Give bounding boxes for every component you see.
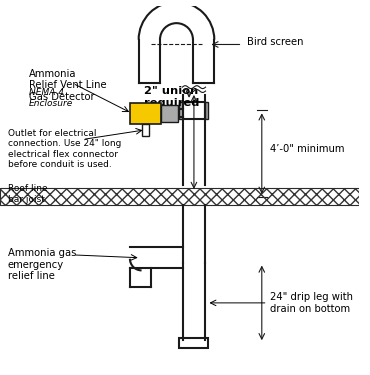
Text: Roof line
bar joist: Roof line bar joist — [8, 184, 47, 204]
Text: Outlet for electrical
connection. Use 24" long
electrical flex connector
before : Outlet for electrical connection. Use 24… — [8, 129, 121, 169]
Text: NEMA 4
Enclosure: NEMA 4 Enclosure — [29, 88, 73, 108]
Text: 4’-0" minimum: 4’-0" minimum — [270, 144, 344, 154]
Bar — [0, 188, 359, 206]
Bar — [179, 102, 183, 119]
Bar — [161, 105, 178, 122]
Text: Ammonia
Relief Vent Line
Gas Detector: Ammonia Relief Vent Line Gas Detector — [29, 69, 107, 102]
Bar — [142, 124, 149, 136]
Text: 24" drip leg with
drain on bottom: 24" drip leg with drain on bottom — [270, 292, 353, 314]
Text: Ammonia gas
emergency
relief line: Ammonia gas emergency relief line — [8, 248, 76, 281]
Text: Bird screen: Bird screen — [247, 37, 304, 46]
Bar — [183, 102, 205, 119]
Bar — [205, 102, 208, 119]
Text: 2" union
required: 2" union required — [144, 86, 199, 108]
Bar — [179, 338, 208, 348]
Bar — [0, 188, 359, 206]
Bar — [130, 103, 161, 124]
